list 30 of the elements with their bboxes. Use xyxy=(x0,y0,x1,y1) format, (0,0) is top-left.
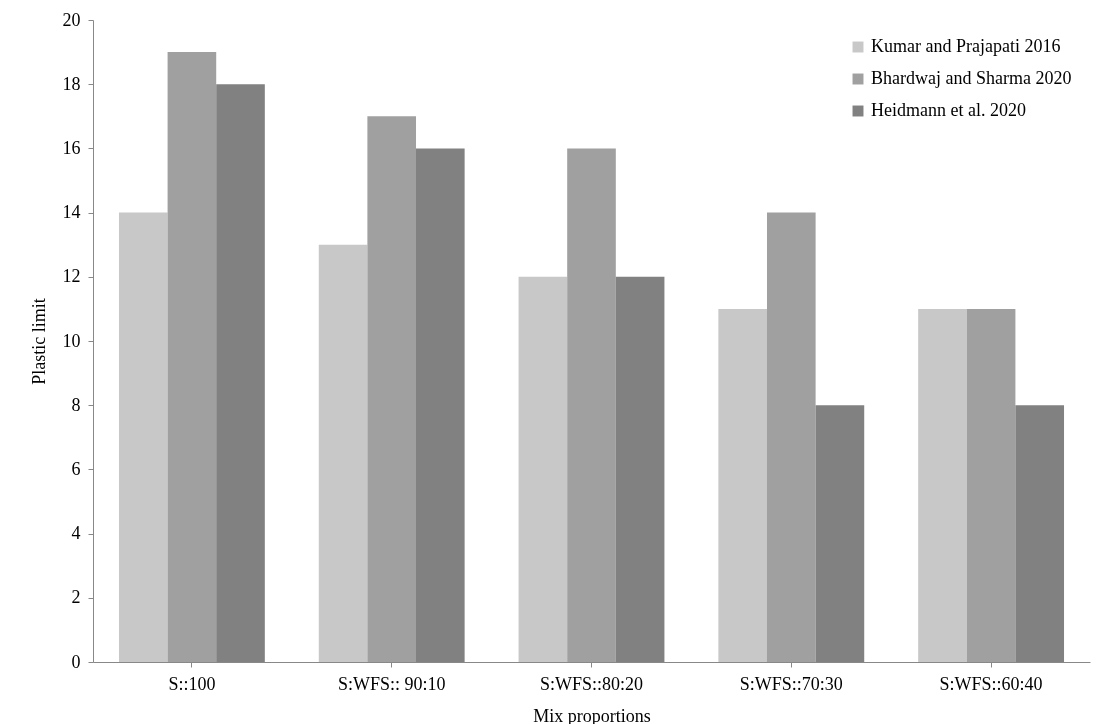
bar xyxy=(318,244,368,662)
legend-label: Kumar and Prajapati 2016 xyxy=(871,36,1061,56)
x-tick-label: S:WFS:: 90:10 xyxy=(337,673,446,694)
legend-label: Heidmann et al. 2020 xyxy=(871,100,1026,120)
y-tick-label: 16 xyxy=(62,137,81,158)
y-tick-label: 8 xyxy=(71,394,81,415)
bar xyxy=(718,308,767,662)
y-tick-label: 6 xyxy=(71,458,81,479)
y-tick-label: 4 xyxy=(71,523,81,544)
bar xyxy=(167,52,217,662)
y-tick-label: 10 xyxy=(62,330,81,351)
x-tick-label: S:WFS::60:40 xyxy=(939,673,1043,694)
y-tick-label: 18 xyxy=(62,73,81,94)
bar xyxy=(367,116,417,662)
y-tick-label: 14 xyxy=(62,202,81,223)
x-tick-label: S:WFS::80:20 xyxy=(539,673,644,694)
bar xyxy=(118,212,168,662)
bar xyxy=(567,148,616,662)
y-axis-title: Plastic limit xyxy=(28,298,49,385)
bar xyxy=(766,212,816,662)
bar xyxy=(966,308,1016,662)
y-tick-label: 0 xyxy=(71,651,81,672)
y-tick-label: 12 xyxy=(62,266,81,287)
x-tick-label: S::100 xyxy=(168,673,216,694)
y-tick-label: 20 xyxy=(62,9,81,30)
legend-label: Bhardwaj and Sharma 2020 xyxy=(871,68,1072,88)
x-tick-label: S:WFS::70:30 xyxy=(739,673,843,694)
bar xyxy=(518,276,568,662)
y-tick-label: 2 xyxy=(71,587,81,608)
bar xyxy=(918,308,967,662)
